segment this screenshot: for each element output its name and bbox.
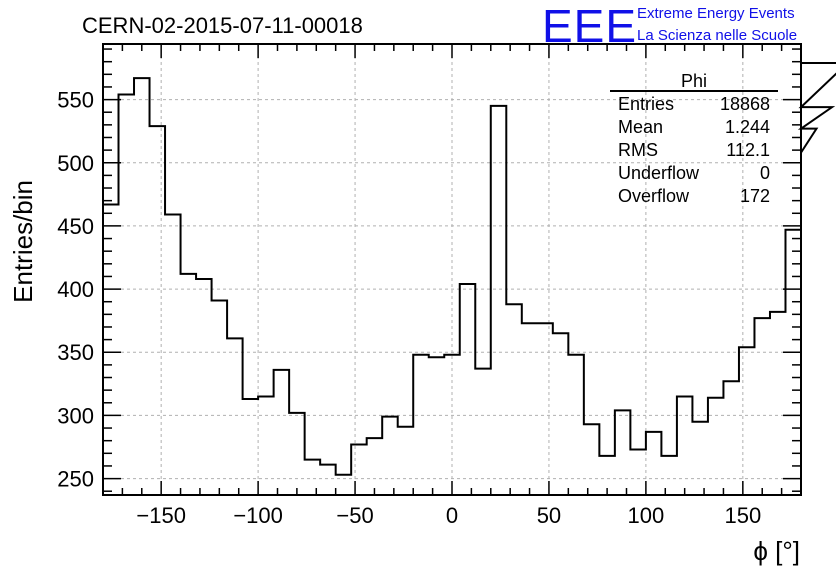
y-tick-label: 300 <box>57 403 94 428</box>
grid-lines <box>103 44 801 495</box>
y-tick-label: 250 <box>57 467 94 492</box>
stats-row-value: 172 <box>740 186 770 206</box>
axis-ticks <box>103 44 801 495</box>
y-tick-label: 450 <box>57 214 94 239</box>
y-tick-labels: 250 300 350 400 450 500 550 <box>57 88 94 492</box>
y-tick-label: 550 <box>57 88 94 113</box>
stats-row-label: Overflow <box>618 186 690 206</box>
stats-box: Phi Entries 18868 Mean 1.244 RMS 112.1 Underfl… <box>610 71 778 206</box>
eee-logo-line2: La Scienza nelle Scuole <box>637 27 797 44</box>
x-tick-label: −50 <box>336 503 373 528</box>
stats-box-rows: Entries 18868 Mean 1.244 RMS 112.1 Underflow 0 O… <box>618 94 770 206</box>
stats-row-value: 1.244 <box>725 117 770 137</box>
x-tick-label: 50 <box>537 503 561 528</box>
stats-row-label: Entries <box>618 94 674 114</box>
eee-logo: EEE Extreme Energy Events La Scienza nel… <box>542 0 797 52</box>
stats-row-value: 18868 <box>720 94 770 114</box>
y-tick-label: 400 <box>57 277 94 302</box>
histogram-step-line <box>103 61 836 476</box>
x-tick-label: 100 <box>628 503 665 528</box>
stats-row-value: 0 <box>760 163 770 183</box>
x-tick-label: −150 <box>136 503 186 528</box>
x-tick-labels: −150 −100 −50 0 50 100 150 <box>136 503 761 528</box>
x-tick-label: 150 <box>724 503 761 528</box>
y-tick-label: 500 <box>57 151 94 176</box>
stats-row-value: 112.1 <box>726 140 770 160</box>
chart-title: CERN-02-2015-07-11-00018 <box>82 13 363 38</box>
stats-row-label: Mean <box>618 117 663 137</box>
x-tick-label: 0 <box>446 503 458 528</box>
y-tick-label: 350 <box>57 340 94 365</box>
x-axis-title: ϕ [°] <box>753 536 800 566</box>
stats-row-label: RMS <box>618 140 658 160</box>
eee-logo-line1: Extreme Energy Events <box>637 5 795 22</box>
x-tick-label: −100 <box>233 503 283 528</box>
stats-row-label: Underflow <box>618 163 700 183</box>
stats-box-name: Phi <box>681 71 707 91</box>
y-axis-title: Entries/bin <box>8 180 38 303</box>
